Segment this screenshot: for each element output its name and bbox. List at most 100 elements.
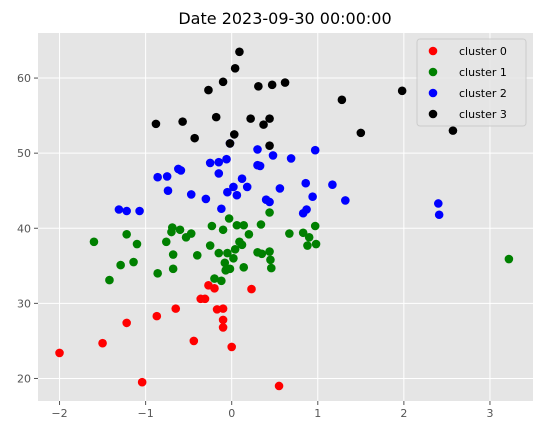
cluster-1-point (239, 220, 249, 230)
cluster-2-point (222, 154, 231, 164)
cluster-2-point (214, 169, 224, 178)
cluster-2-point (434, 199, 443, 208)
cluster-3-point (190, 133, 199, 143)
cluster-3-point (204, 85, 213, 95)
cluster-0-point (218, 304, 228, 313)
cluster-2-point (162, 172, 172, 181)
cluster-2-point (223, 187, 232, 197)
cluster-2-point (217, 204, 226, 214)
cluster-3-point (397, 86, 407, 96)
cluster-2-point (201, 194, 211, 204)
cluster-0-point (210, 284, 219, 293)
cluster-1-point (214, 248, 224, 258)
cluster-2-point (253, 145, 262, 154)
cluster-3-point (337, 95, 347, 105)
cluster-3-point (267, 80, 277, 90)
cluster-2-point (205, 158, 215, 168)
cluster-1-point (303, 241, 312, 250)
legend-label-cluster-3: cluster 3 (459, 108, 507, 121)
cluster-1-point (298, 228, 308, 238)
cluster-1-point (129, 257, 138, 267)
cluster-3-point (246, 114, 255, 123)
cluster-0-point (218, 315, 228, 325)
cluster-1-point (175, 225, 185, 235)
legend-label-cluster-0: cluster 0 (459, 45, 507, 58)
cluster-3-point (259, 120, 268, 129)
cluster-0-point (218, 323, 228, 332)
cluster-1-point (153, 269, 162, 278)
cluster-1-point (265, 247, 274, 256)
cluster-1-point (239, 263, 249, 272)
y-tick-label: 30 (17, 297, 31, 310)
cluster-1-point (304, 232, 314, 242)
cluster-0-point (122, 318, 131, 328)
cluster-2-point (122, 206, 131, 216)
cluster-1-point (168, 264, 178, 274)
cluster-2-point (302, 205, 311, 214)
cluster-2-point (341, 196, 350, 205)
cluster-2-point (153, 172, 162, 182)
legend-marker-cluster-2 (428, 88, 438, 98)
cluster-1-point (192, 251, 202, 260)
points-group (55, 47, 514, 391)
cluster-0-point (171, 304, 181, 313)
cluster-1-point (89, 237, 99, 247)
cluster-3-point (230, 63, 240, 73)
cluster-2-point (265, 197, 274, 207)
cluster-1-point (168, 250, 178, 259)
cluster-2-point (237, 174, 247, 183)
y-tick-label: 60 (17, 72, 31, 85)
cluster-2-point (286, 154, 296, 163)
cluster-3-point (254, 82, 263, 91)
cluster-3-point (225, 139, 235, 148)
cluster-3-point (211, 112, 221, 122)
cluster-3-point (229, 130, 239, 139)
y-tick-label: 50 (17, 147, 31, 160)
cluster-1-point (217, 276, 226, 286)
cluster-1-point (122, 229, 131, 239)
cluster-1-point (232, 220, 242, 230)
cluster-1-point (310, 221, 320, 231)
cluster-1-point (105, 275, 114, 285)
cluster-3-point (280, 78, 290, 87)
cluster-1-point (285, 229, 294, 238)
cluster-2-point (135, 206, 144, 216)
legend-box (416, 38, 527, 127)
cluster-1-point (132, 239, 142, 249)
cluster-2-point (328, 180, 337, 190)
cluster-1-point (266, 263, 276, 273)
legend-label-cluster-2: cluster 2 (459, 87, 507, 100)
cluster-1-point (223, 248, 232, 258)
cluster-1-point (207, 221, 217, 231)
cluster-2-point (255, 161, 265, 171)
cluster-2-point (301, 178, 311, 188)
cluster-3-point (218, 77, 228, 87)
cluster-1-point (186, 229, 196, 238)
legend-label-cluster-1: cluster 1 (459, 66, 507, 79)
x-tick-label: 0 (228, 407, 235, 420)
chart-title: Date 2023-09-30 00:00:00 (178, 9, 391, 28)
cluster-0-point (247, 284, 256, 294)
cluster-0-point (98, 338, 107, 348)
cluster-2-point (275, 184, 285, 193)
cluster-0-point (137, 377, 147, 387)
x-tick-label: 3 (486, 407, 493, 420)
cluster-1-point (311, 239, 321, 249)
cluster-3-point (265, 141, 274, 150)
cluster-0-point (274, 381, 284, 391)
cluster-2-point (232, 190, 242, 200)
cluster-2-point (163, 186, 173, 196)
x-tick-label: 2 (400, 407, 407, 420)
legend-marker-cluster-1 (428, 67, 438, 77)
cluster-1-point (205, 241, 215, 250)
cluster-0-point (227, 342, 236, 352)
x-tick-label: 1 (314, 407, 321, 420)
cluster-1-point (257, 249, 267, 259)
cluster-2-point (310, 145, 320, 155)
cluster-0-point (200, 294, 210, 304)
cluster-2-point (176, 166, 186, 175)
cluster-0-point (189, 336, 199, 346)
x-tick-label: −1 (137, 407, 153, 420)
